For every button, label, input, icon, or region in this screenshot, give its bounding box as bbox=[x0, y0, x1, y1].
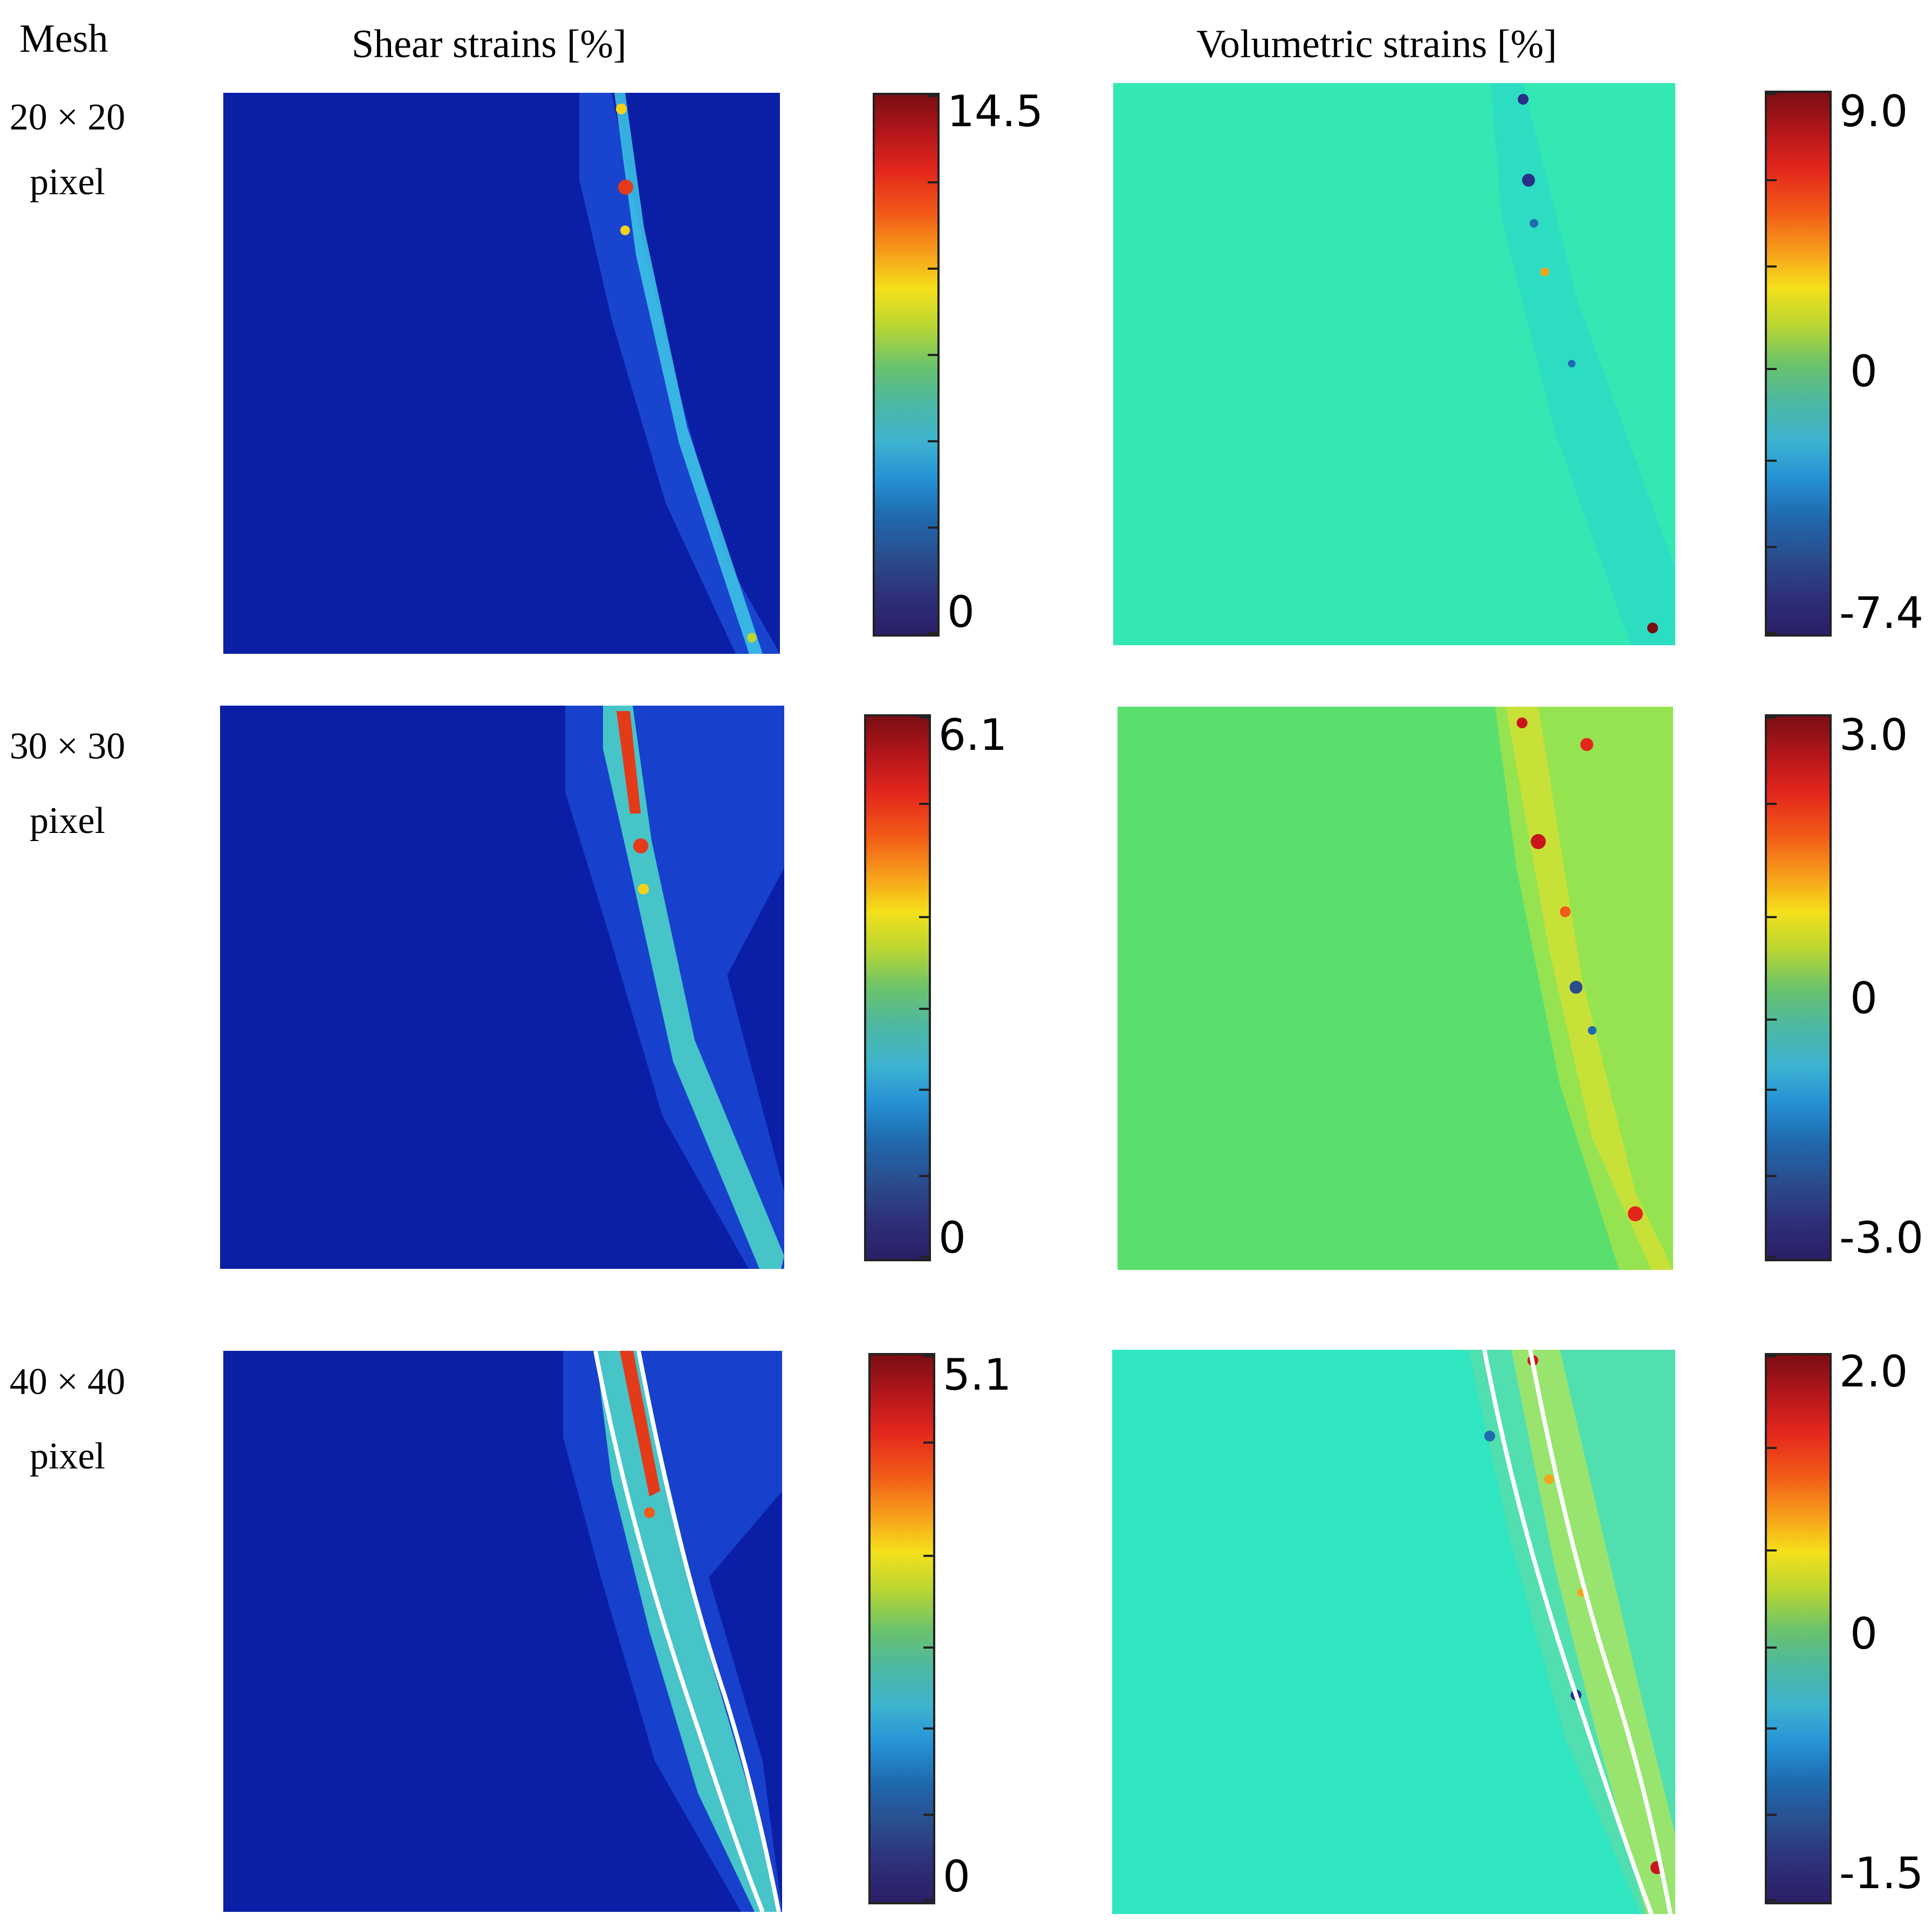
volumetric-colorbar-max-row1: 9.0 bbox=[1839, 86, 1908, 136]
shear-column-header: Shear strains [%] bbox=[352, 22, 627, 66]
mesh-unit-label-row1: pixel bbox=[30, 161, 105, 203]
shear-colorbar-min-row3: 0 bbox=[943, 1851, 970, 1902]
mesh-unit-label-row2: pixel bbox=[30, 800, 105, 842]
mesh-size-label-row1: 20 × 20 bbox=[9, 97, 126, 138]
volumetric-column-header: Volumetric strains [%] bbox=[1196, 22, 1557, 66]
shear-strain-map-row2 bbox=[220, 706, 784, 1269]
mesh-size-label-row3: 40 × 40 bbox=[9, 1361, 126, 1403]
volumetric-colorbar-max-row3: 2.0 bbox=[1839, 1347, 1908, 1397]
shear-colorbar-row2 bbox=[864, 714, 931, 1261]
shear-colorbar-min-row1: 0 bbox=[947, 587, 975, 637]
volumetric-colorbar-row2 bbox=[1765, 714, 1832, 1261]
shear-band-outline-right-row3 bbox=[636, 1351, 781, 1912]
volumetric-band-outline-left-row3 bbox=[1482, 1350, 1654, 1914]
volumetric-colorbar-row1 bbox=[1765, 91, 1832, 637]
volumetric-colorbar-min-row2: -3.0 bbox=[1839, 1213, 1924, 1263]
shear-colorbar-max-row1: 14.5 bbox=[947, 86, 1044, 136]
shear-band-outline-left-row3 bbox=[593, 1351, 765, 1912]
volumetric-band-outline-right-row3 bbox=[1528, 1350, 1673, 1914]
volumetric-colorbar-row3 bbox=[1765, 1353, 1832, 1904]
volumetric-colorbar-mid-row3: 0 bbox=[1850, 1609, 1878, 1659]
shear-colorbar-row3 bbox=[868, 1353, 935, 1904]
shear-strain-map-row1 bbox=[223, 93, 780, 654]
volumetric-colorbar-min-row1: -7.4 bbox=[1839, 588, 1924, 638]
volumetric-strain-map-row3 bbox=[1112, 1350, 1675, 1914]
volumetric-colorbar-max-row2: 3.0 bbox=[1839, 710, 1908, 760]
shear-colorbar-max-row2: 6.1 bbox=[938, 710, 1008, 760]
volumetric-colorbar-mid-row2: 0 bbox=[1850, 973, 1878, 1023]
mesh-unit-label-row3: pixel bbox=[30, 1436, 105, 1477]
shear-colorbar-row1 bbox=[873, 93, 940, 637]
mesh-column-header: Mesh bbox=[19, 17, 108, 61]
volumetric-colorbar-mid-row1: 0 bbox=[1850, 346, 1878, 397]
shear-colorbar-max-row3: 5.1 bbox=[943, 1350, 1012, 1400]
volumetric-colorbar-min-row3: -1.5 bbox=[1839, 1848, 1924, 1898]
shear-strain-map-row3 bbox=[223, 1351, 782, 1912]
volumetric-strain-map-row2 bbox=[1118, 707, 1673, 1270]
shear-colorbar-min-row2: 0 bbox=[938, 1213, 966, 1263]
volumetric-strain-map-row1 bbox=[1113, 83, 1675, 645]
mesh-size-label-row2: 30 × 30 bbox=[9, 726, 126, 767]
